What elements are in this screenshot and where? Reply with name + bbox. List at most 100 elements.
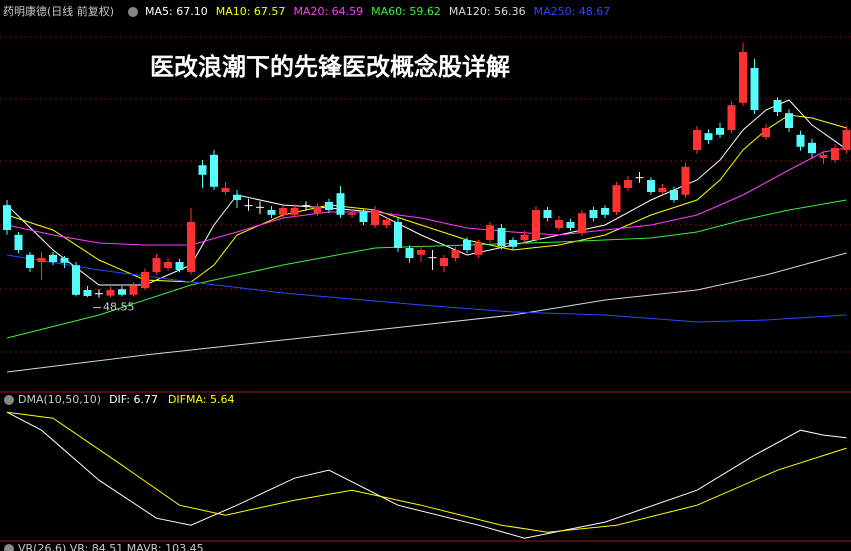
candle-body	[785, 113, 793, 128]
candle-body	[221, 188, 230, 192]
candle-body	[670, 190, 678, 200]
candle-body	[808, 142, 816, 154]
candle-body	[118, 289, 126, 295]
candle-body	[497, 228, 506, 246]
candle-body	[831, 148, 839, 160]
candle-body	[141, 272, 149, 288]
candle-body	[129, 285, 138, 295]
candle-body	[509, 240, 517, 247]
candle-body	[95, 293, 103, 295]
legend-entry: MA250: 48.67	[534, 5, 611, 18]
candle-body	[325, 202, 333, 210]
candle-body	[371, 210, 379, 226]
indicator-line	[6, 411, 847, 539]
candle-body	[704, 133, 713, 140]
candle-body	[405, 248, 414, 258]
candle-body	[72, 265, 80, 295]
candle-body	[819, 154, 828, 158]
low-label: 48.55	[103, 301, 135, 314]
settings-icon[interactable]	[4, 544, 14, 551]
candle-body	[773, 100, 782, 112]
candle-body	[624, 180, 632, 188]
candle-body	[739, 52, 747, 103]
indicator-line	[6, 411, 847, 533]
candle-body	[578, 213, 586, 234]
candle-body	[359, 212, 368, 222]
candle-body	[256, 206, 264, 208]
candle-body	[727, 105, 736, 130]
candle-body	[451, 250, 460, 258]
candle-body	[37, 258, 46, 262]
candle-body	[842, 130, 851, 150]
candle-body	[474, 242, 483, 255]
candle-body	[175, 262, 184, 270]
legend-entry: MA5: 67.10	[145, 5, 208, 18]
indicator-line	[6, 99, 847, 286]
legend-entry: MA20: 64.59	[293, 5, 363, 18]
legend-entry: MA10: 67.57	[216, 5, 286, 18]
settings-icon[interactable]	[4, 395, 14, 405]
candle-body	[302, 205, 310, 207]
legend-entry: DIF: 6.77	[109, 393, 158, 406]
candle-body	[244, 205, 253, 207]
indicator-line	[6, 252, 847, 373]
dma-panel: DMA(10,50,10) DIF: 6.77 DIFMA: 5.64	[6, 393, 847, 539]
candle-body	[267, 210, 276, 215]
candle-body	[796, 134, 805, 147]
candle-body	[463, 240, 471, 250]
candle-body	[187, 222, 195, 272]
indicator-title: DMA(10,50,10)	[18, 393, 101, 406]
settings-icon[interactable]	[128, 7, 138, 17]
candle-body	[152, 258, 161, 272]
grid	[0, 36, 851, 353]
candle-body	[83, 290, 92, 296]
candle-body	[348, 213, 356, 215]
candle-body	[601, 208, 609, 215]
candle-body	[693, 130, 701, 150]
candle-body	[313, 206, 322, 214]
vr-label: VR(26,6) VR: 84.51 MAVR: 103.45	[18, 542, 204, 551]
candle-body	[14, 234, 23, 250]
candle-body	[3, 205, 11, 230]
candle-body	[336, 193, 345, 215]
candle-body	[279, 208, 287, 215]
legend-entry: MA120: 56.36	[449, 5, 526, 18]
candle-body	[49, 254, 57, 262]
candle-body	[716, 128, 724, 135]
candle-body	[750, 68, 759, 110]
candle-body	[198, 165, 207, 175]
candle-body	[589, 210, 598, 218]
candle-body	[210, 154, 218, 187]
candle-body	[566, 222, 575, 228]
candle-body	[106, 290, 115, 296]
indicator-line	[6, 147, 847, 246]
candle-body	[681, 166, 690, 195]
legend-entry: DIFMA: 5.64	[168, 393, 235, 406]
candle-body	[612, 185, 621, 212]
candle-body	[555, 220, 563, 228]
candle-body	[164, 262, 172, 268]
candle-body	[520, 234, 529, 240]
headline: 医改浪潮下的先锋医改概念股详解	[150, 53, 510, 81]
candle-body	[543, 210, 552, 218]
price-panel: 48.55 MA5: 67.10 MA10: 67.57 MA20: 64.59 MA6…	[3, 5, 851, 373]
legend-entry: MA60: 59.62	[371, 5, 441, 18]
candle-body	[658, 188, 667, 192]
candle-body	[233, 194, 241, 200]
candle-body	[532, 210, 540, 240]
candle-body	[762, 128, 770, 138]
candle-body	[635, 177, 644, 179]
candle-body	[647, 180, 655, 192]
candle-body	[394, 222, 402, 248]
stock-name: 药明康德(日线 前复权)	[3, 4, 114, 18]
candle-body	[382, 220, 391, 226]
candle-body	[440, 258, 448, 266]
candle-body	[417, 250, 425, 255]
candle-body	[428, 257, 437, 259]
candle-body	[486, 225, 494, 240]
candle-body	[290, 208, 299, 215]
candle-body	[60, 258, 69, 263]
candle-body	[26, 254, 34, 268]
